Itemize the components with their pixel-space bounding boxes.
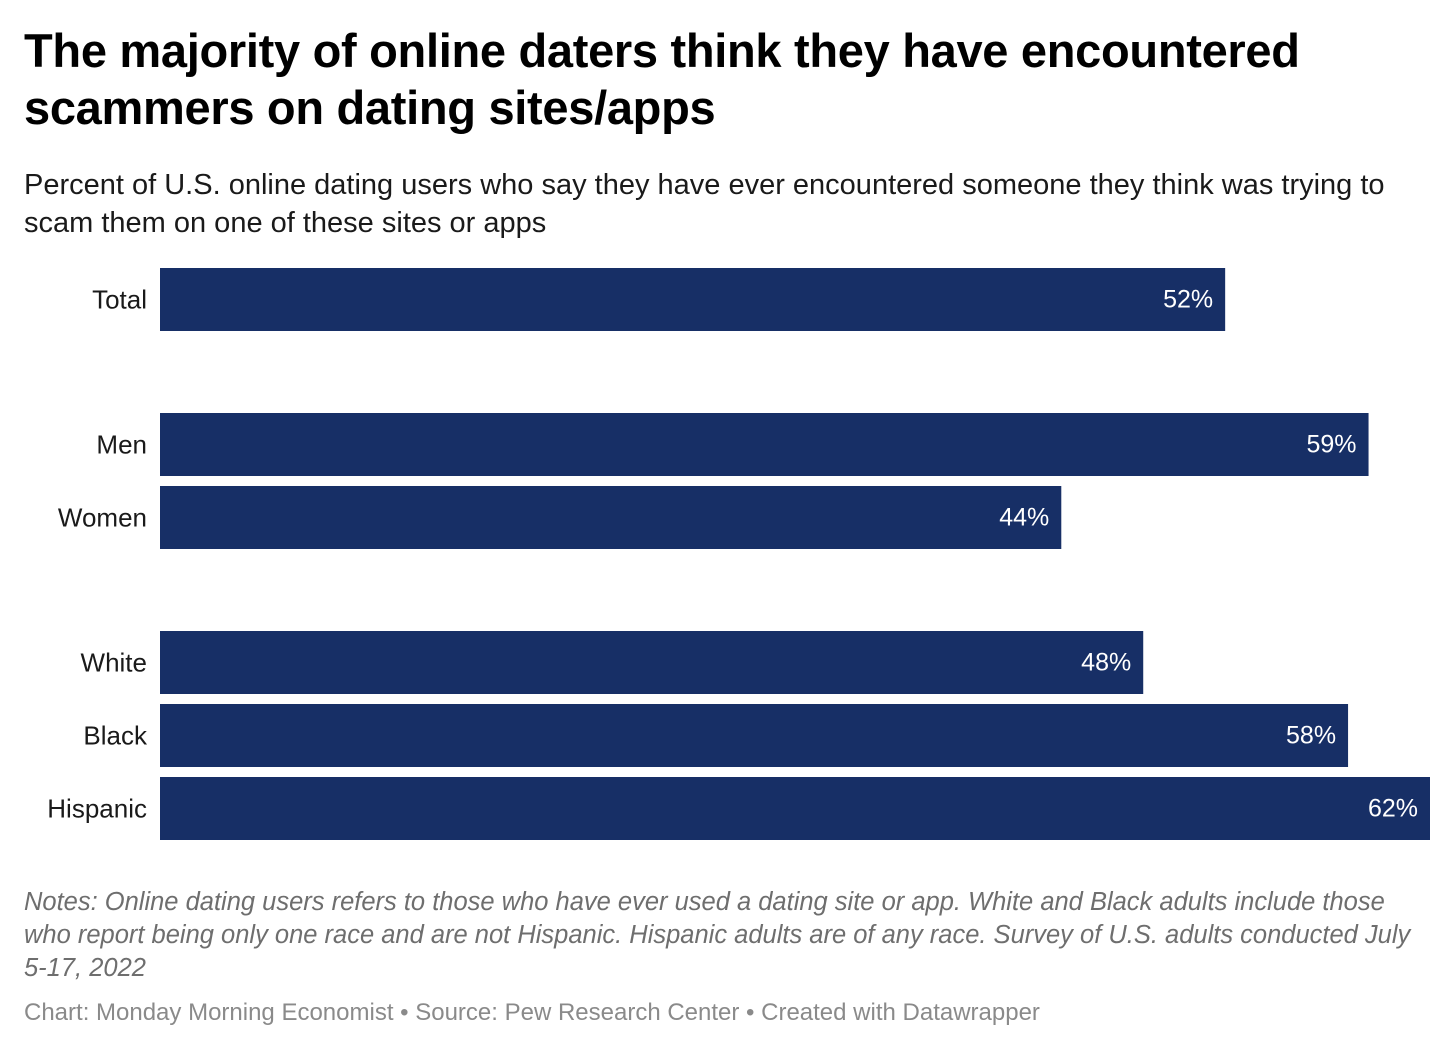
- bar-chart: Total 52% Men 59% Women 44% White 48% Black 58% Hi…: [47, 268, 1430, 840]
- bar-total: [160, 268, 1226, 331]
- bar-women: [160, 486, 1062, 549]
- value-label-total: 52%: [1163, 286, 1213, 314]
- value-label-men: 59%: [1307, 431, 1357, 459]
- category-label-white: White: [81, 648, 147, 678]
- value-label-black: 58%: [1286, 722, 1336, 750]
- value-label-women: 44%: [999, 504, 1049, 532]
- chart-title: The majority of online daters think they…: [24, 24, 1300, 134]
- category-label-hispanic: Hispanic: [47, 794, 147, 824]
- category-label-women: Women: [58, 503, 147, 533]
- bar-men: [160, 413, 1369, 476]
- chart-credit: Chart: Monday Morning Economist • Source…: [24, 999, 1040, 1026]
- bar-white: [160, 631, 1144, 694]
- chart-notes: Notes: Online dating users refers to tho…: [24, 888, 1411, 982]
- bar-hispanic: [160, 777, 1430, 840]
- value-label-white: 48%: [1081, 649, 1131, 677]
- category-label-total: Total: [92, 285, 147, 315]
- category-label-men: Men: [96, 430, 147, 460]
- category-label-black: Black: [83, 721, 148, 751]
- chart-subtitle: Percent of U.S. online dating users who …: [24, 169, 1385, 239]
- value-label-hispanic: 62%: [1368, 795, 1418, 823]
- bar-black: [160, 704, 1349, 767]
